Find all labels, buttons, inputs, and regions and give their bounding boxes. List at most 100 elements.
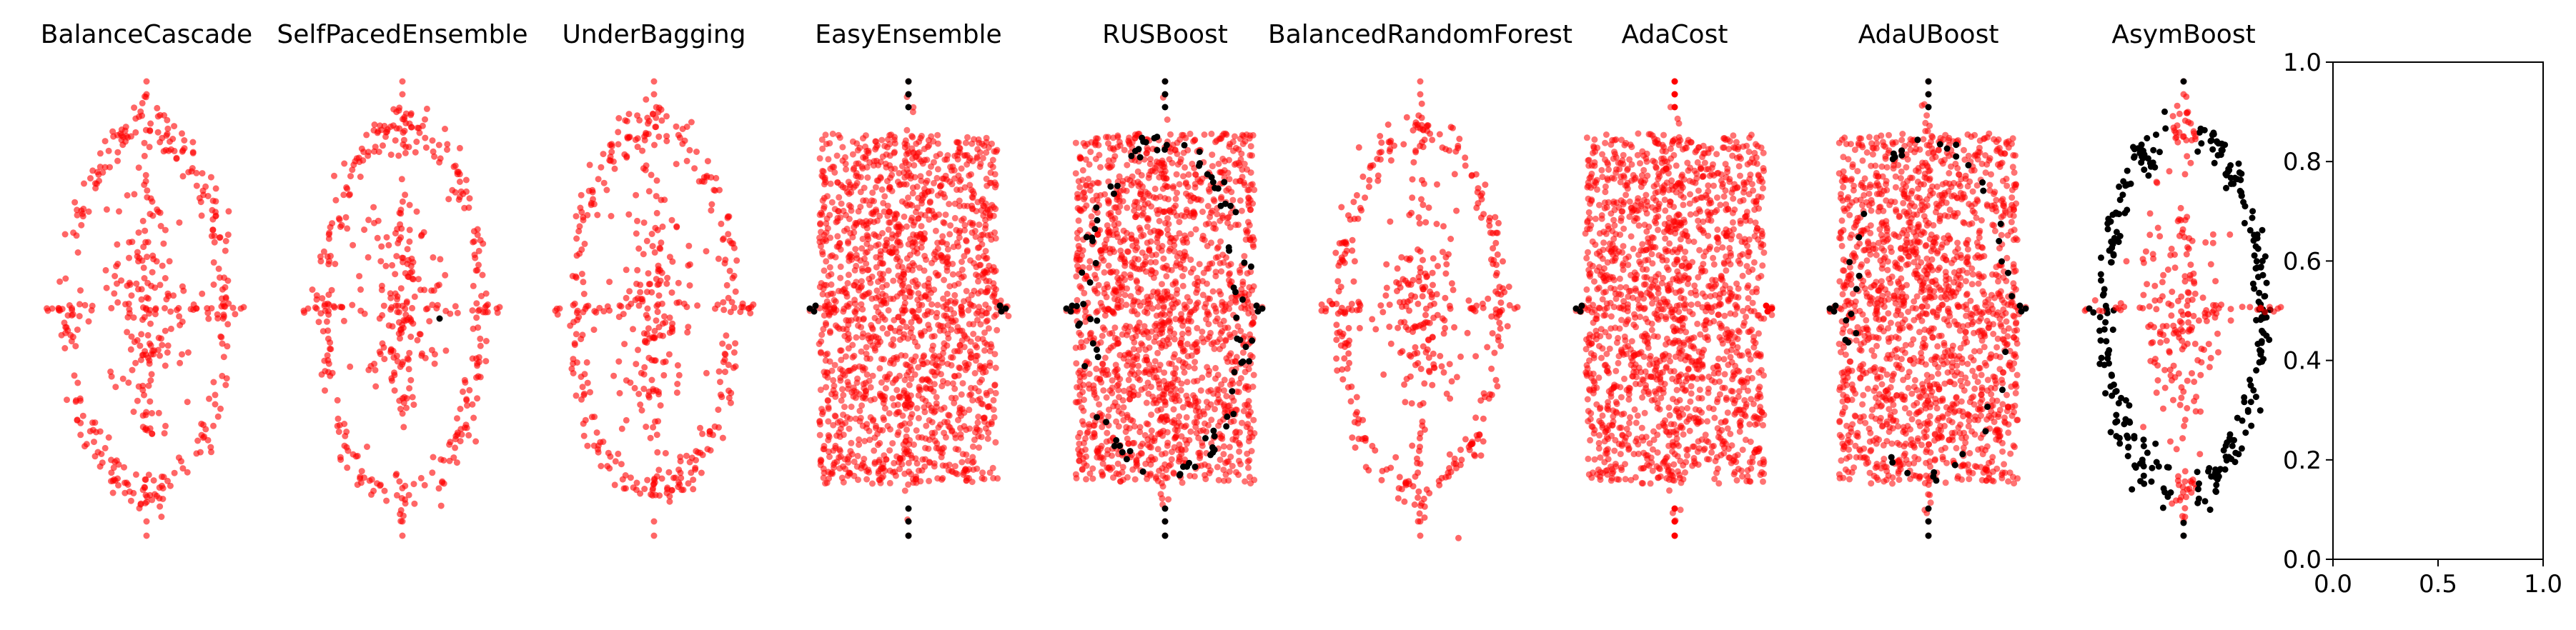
scatter-point-3-1219 bbox=[966, 425, 974, 432]
scatter-point-0-466 bbox=[139, 217, 147, 224]
scatter-point-0-325 bbox=[179, 351, 185, 358]
scatter-point-2-244 bbox=[699, 451, 706, 459]
scatter-point-2-58 bbox=[615, 129, 622, 136]
scatter-point-0-221 bbox=[154, 113, 162, 120]
scatter-point-4-1002 bbox=[1098, 249, 1105, 256]
scatter-point-2-123 bbox=[577, 204, 584, 211]
scatter-point-4-639 bbox=[1176, 219, 1183, 226]
scatter-point-3-844 bbox=[971, 227, 979, 234]
scatter-point-2-140 bbox=[713, 174, 720, 181]
scatter-point-3-45 bbox=[992, 439, 999, 446]
scatter-point-0-471 bbox=[143, 532, 150, 539]
scatter-point-1-383 bbox=[350, 241, 357, 249]
scatter-point-4-1317 bbox=[1187, 428, 1194, 435]
scatter-point-4-486 bbox=[1209, 151, 1216, 159]
scatter-point-1-122 bbox=[482, 358, 490, 365]
scatter-point-0-322 bbox=[103, 284, 110, 291]
scatter-point-2-402 bbox=[637, 289, 644, 296]
scatter-point-3-324 bbox=[941, 276, 948, 284]
scatter-point-5-0 bbox=[1494, 251, 1501, 258]
scatter-point-0-467 bbox=[142, 411, 149, 419]
scatter-point-2-315 bbox=[623, 294, 630, 301]
scatter-point-1-408 bbox=[397, 364, 404, 370]
scatter-point-3-760 bbox=[830, 376, 837, 384]
scatter-point-0-299 bbox=[139, 351, 146, 359]
scatter-point-3-202 bbox=[958, 165, 965, 172]
scatter-point-3-129 bbox=[933, 174, 941, 181]
scatter-point-3-1183 bbox=[839, 144, 846, 151]
scatter-point-4-1474 bbox=[1144, 215, 1151, 221]
scatter-point-1-409 bbox=[419, 350, 425, 357]
scatter-point-3-1515 bbox=[921, 311, 928, 319]
scatter-point-4-1188 bbox=[1209, 207, 1216, 214]
scatter-point-3-1481 bbox=[816, 234, 823, 241]
scatter-point-3-1544 bbox=[900, 334, 907, 341]
panel-title-balancecascade: BalanceCascade bbox=[41, 20, 252, 49]
scatter-point-4-1109 bbox=[1107, 344, 1114, 351]
scatter-point-4-904 bbox=[1136, 266, 1143, 273]
scatter-point-2-215 bbox=[707, 447, 714, 454]
scatter-point-3-922 bbox=[881, 452, 888, 459]
scatter-point-0-50 bbox=[165, 147, 172, 154]
scatter-point-3-1521 bbox=[914, 296, 921, 304]
scatter-point-0-101 bbox=[114, 149, 122, 156]
panel-title-adauboost: AdaUBoost bbox=[1858, 20, 1999, 49]
scatter-point-2-305 bbox=[664, 274, 671, 281]
scatter-point-3-1582 bbox=[831, 304, 838, 311]
scatter-point-1-26 bbox=[431, 153, 438, 160]
scatter-point-3-298 bbox=[823, 220, 830, 227]
scatter-point-0-346 bbox=[141, 314, 148, 321]
scatter-point-3-799 bbox=[974, 155, 981, 161]
scatter-point-0-283 bbox=[184, 349, 192, 356]
scatter-point-3-1499 bbox=[882, 242, 889, 249]
scatter-point-3-574 bbox=[873, 138, 879, 145]
scatter-point-3-1424 bbox=[979, 336, 986, 343]
scatter-point-3-1538 bbox=[887, 324, 894, 331]
scatter-point-1-238 bbox=[442, 126, 448, 132]
scatter-point-0-219 bbox=[202, 426, 209, 433]
scatter-point-4-1657 bbox=[1229, 388, 1236, 395]
scatter-point-3-880 bbox=[844, 385, 851, 392]
scatter-point-1-194 bbox=[325, 360, 332, 367]
scatter-point-3-1597 bbox=[905, 459, 912, 466]
scatter-point-1-57 bbox=[470, 239, 477, 246]
scatter-point-1-292 bbox=[397, 335, 403, 342]
scatter-point-3-1097 bbox=[867, 244, 874, 251]
scatter-point-3-825 bbox=[955, 280, 962, 287]
scatter-point-0-110 bbox=[101, 138, 109, 145]
scatter-point-2-193 bbox=[573, 359, 580, 366]
scatter-point-0-68 bbox=[71, 199, 79, 206]
scatter-point-3-1357 bbox=[863, 388, 869, 394]
scatter-point-4-1269 bbox=[1120, 416, 1127, 424]
scatter-point-3-961 bbox=[853, 251, 860, 259]
scatter-point-2-235 bbox=[677, 458, 684, 465]
scatter-point-2-330 bbox=[633, 230, 640, 237]
scatter-point-3-459 bbox=[831, 169, 838, 176]
scatter-point-0-387 bbox=[149, 410, 155, 416]
scatter-point-3-1010 bbox=[964, 134, 971, 141]
scatter-point-3-849 bbox=[833, 432, 840, 439]
scatter-point-1-191 bbox=[410, 481, 417, 488]
scatter-point-4-1553 bbox=[1153, 251, 1159, 258]
scatter-point-2-137 bbox=[692, 464, 699, 471]
scatter-point-2-445 bbox=[653, 431, 660, 439]
scatter-point-0-288 bbox=[199, 290, 206, 297]
scatter-point-4-214 bbox=[1099, 324, 1106, 331]
scatter-point-3-641 bbox=[824, 193, 831, 200]
scatter-point-0-33 bbox=[193, 169, 200, 176]
scatter-point-4-1302 bbox=[1222, 406, 1229, 414]
scatter-point-2-476 bbox=[552, 307, 559, 314]
scatter-point-3-1407 bbox=[845, 331, 852, 338]
scatter-point-4-1093 bbox=[1241, 253, 1248, 260]
scatter-point-2-238 bbox=[708, 201, 715, 208]
scatter-point-3-1603 bbox=[904, 451, 911, 458]
scatter-point-4-1250 bbox=[1197, 454, 1203, 461]
scatter-point-1-352 bbox=[361, 310, 368, 317]
scatter-point-1-277 bbox=[411, 293, 418, 300]
scatter-point-4-1619 bbox=[1159, 465, 1166, 472]
scatter-point-2-118 bbox=[637, 490, 644, 497]
scatter-point-2-329 bbox=[651, 327, 658, 334]
scatter-point-4-1615 bbox=[1164, 474, 1171, 481]
scatter-point-2-319 bbox=[674, 381, 681, 387]
scatter-point-4-1511 bbox=[1184, 317, 1192, 324]
